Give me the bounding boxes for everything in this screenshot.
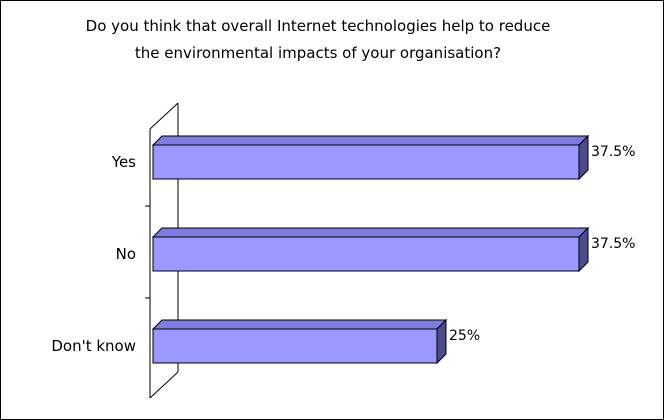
bar-front-face (152, 328, 438, 364)
bars (151, 134, 590, 365)
category-label: Yes (111, 153, 136, 171)
axis-base-line (149, 371, 179, 399)
bar-front-face (152, 144, 580, 180)
category-label: Don't know (51, 337, 136, 355)
bar (151, 134, 590, 181)
chart-title: Do you think that overall Internet techn… (86, 17, 551, 62)
bar (151, 226, 590, 273)
value-labels: 37.5% 37.5% 25% (449, 144, 635, 344)
category-label: No (116, 245, 136, 263)
chart-title-line-2: the environmental impacts of your organi… (135, 44, 501, 62)
bar-front-face (152, 236, 580, 272)
value-label: 37.5% (591, 236, 635, 252)
bar-top-face (151, 135, 590, 146)
bar (151, 318, 448, 365)
bar-top-face (151, 227, 590, 238)
value-label: 37.5% (591, 144, 635, 160)
axis-wall-line (149, 102, 179, 398)
bar-top-face (151, 319, 448, 330)
chart-title-line-1: Do you think that overall Internet techn… (86, 17, 551, 35)
value-label: 25% (449, 328, 480, 344)
category-labels: Yes No Don't know (51, 153, 136, 355)
